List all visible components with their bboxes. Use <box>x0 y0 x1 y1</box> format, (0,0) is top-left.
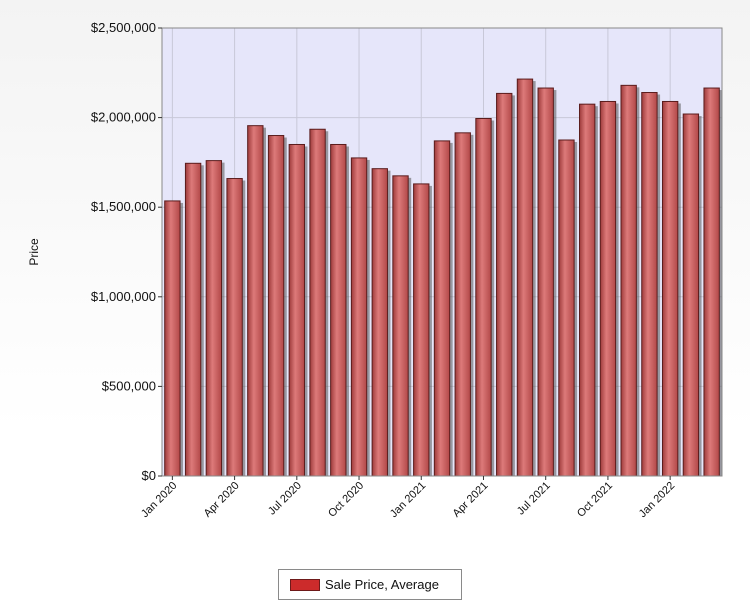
bar <box>682 113 702 477</box>
x-tick-label: Apr 2020 <box>202 480 242 520</box>
y-tick-label: $0 <box>142 468 156 483</box>
bar <box>309 128 329 477</box>
bar <box>247 125 267 477</box>
bar <box>537 87 557 477</box>
x-tick-label: Jan 2020 <box>139 480 179 520</box>
x-tick-label: Jul 2020 <box>266 480 304 518</box>
bar <box>226 178 246 477</box>
x-tick-label: Jul 2021 <box>515 480 553 518</box>
y-tick-label: $500,000 <box>102 378 156 393</box>
bar <box>288 143 308 477</box>
bar <box>205 160 225 477</box>
bars <box>164 78 723 477</box>
bar <box>641 92 661 477</box>
bar <box>558 139 578 477</box>
bar <box>433 140 453 477</box>
bar <box>350 157 370 477</box>
x-tick-label: Oct 2020 <box>326 480 366 520</box>
plot-border <box>161 27 723 477</box>
bar <box>164 200 184 477</box>
bar <box>413 183 432 477</box>
bar <box>330 143 349 477</box>
y-tick-label: $2,500,000 <box>91 20 156 35</box>
y-tick-label: $2,000,000 <box>91 110 156 125</box>
bar <box>579 103 598 477</box>
bar <box>454 132 474 477</box>
bar <box>703 87 723 477</box>
bar <box>599 100 619 477</box>
x-tick-label: Jan 2022 <box>637 480 677 520</box>
legend-swatch <box>290 578 320 591</box>
x-tick-label: Apr 2021 <box>451 480 491 520</box>
x-tick-label: Jan 2021 <box>388 480 428 520</box>
bar <box>184 162 204 477</box>
bar <box>661 100 681 477</box>
x-tick-label: Oct 2021 <box>575 480 615 520</box>
bar <box>371 168 391 477</box>
bar <box>267 135 287 477</box>
bar <box>620 84 640 477</box>
legend-label: Sale Price, Average <box>325 577 439 592</box>
legend: Sale Price, Average <box>278 569 462 600</box>
y-tick-label: $1,000,000 <box>91 289 156 304</box>
bar <box>392 175 412 477</box>
y-axis: $0 $500,000 $1,000,000 $1,500,000 $2,000,000… <box>91 20 162 483</box>
bar <box>475 117 495 477</box>
bar <box>516 78 536 477</box>
y-axis-label: Price <box>27 238 41 266</box>
bar <box>496 92 515 477</box>
y-tick-label: $1,500,000 <box>91 199 156 214</box>
x-axis: Jan 2020 Apr 2020 Jul 2020 Oct 2020 Jan 2021… <box>139 476 677 520</box>
